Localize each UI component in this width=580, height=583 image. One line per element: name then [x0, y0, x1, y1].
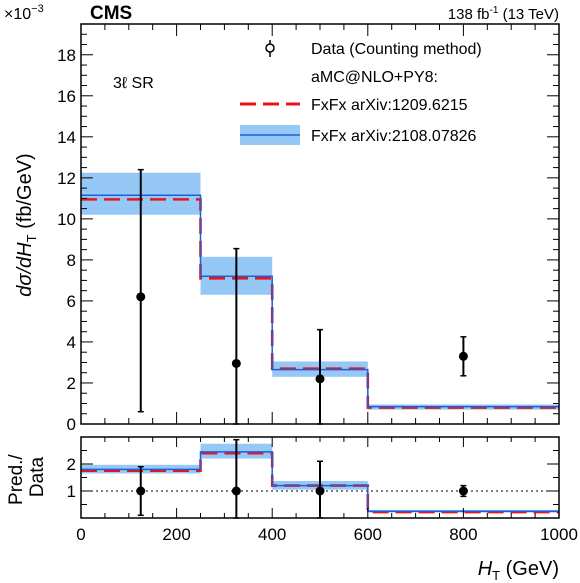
ratio-y-label-line1: Pred./	[6, 454, 27, 505]
data-point	[136, 486, 146, 496]
y-tick-label: 6	[67, 292, 76, 311]
x-axis-label: HT (GeV)	[478, 558, 559, 583]
ratio-frame	[80, 436, 560, 519]
ratio-data-points	[136, 438, 468, 519]
data-point	[458, 351, 468, 361]
main-panel: 0 2 4 6 8 10 12 14 16 18 3ℓ SR	[57, 23, 560, 434]
legend-data-marker	[265, 40, 275, 57]
y-label-prefix: dσ/d	[14, 256, 36, 297]
y-tick-label: 2	[67, 374, 76, 393]
y-tick-label: 4	[67, 333, 76, 352]
y-label-variable: H	[14, 242, 36, 257]
y-tick-label: 12	[57, 169, 76, 188]
data-point	[136, 292, 146, 302]
y-tick-label: 10	[57, 210, 76, 229]
y-tick-label: 8	[67, 251, 76, 270]
data-point	[458, 486, 468, 496]
data-point	[315, 486, 325, 496]
x-tick-label: 200	[162, 525, 190, 544]
ratio-y-label-line2: Data	[27, 457, 48, 498]
experiment-label: CMS	[90, 3, 132, 24]
x-label-variable: H	[478, 558, 493, 580]
y-tick-label: 1	[67, 482, 76, 501]
main-frame	[80, 23, 560, 425]
exponent-label: ×10−3	[4, 3, 44, 23]
y-tick-label: 14	[57, 128, 76, 147]
ratio-prediction-lines	[81, 451, 559, 514]
x-tick-label: 400	[258, 525, 286, 544]
ratio-y-axis-label: Pred./ Data	[6, 449, 48, 505]
data-point	[231, 358, 241, 368]
y-tick-label: 2	[67, 455, 76, 474]
y-tick-label: 0	[67, 415, 76, 434]
legend-generator-header: aMC@NLO+PY8:	[311, 69, 438, 86]
x-tick-label: 800	[449, 525, 477, 544]
exponent-base: ×10	[4, 6, 31, 23]
x-tick-label: 1000	[540, 525, 578, 544]
legend-data-label: Data (Counting method)	[311, 41, 482, 58]
main-prediction-lines	[81, 194, 559, 409]
y-label-unit: (fb/GeV)	[14, 153, 36, 234]
fxfx-new-step-line	[81, 451, 559, 512]
data-point	[231, 486, 241, 496]
x-label-unit: (GeV)	[500, 558, 559, 580]
y-tick-label: 18	[57, 46, 76, 65]
x-tick-label: 0	[76, 525, 85, 544]
x-label-subscript: T	[492, 568, 500, 583]
exponent-power: −3	[31, 3, 44, 15]
lumi-exponent: -1	[490, 5, 499, 16]
region-label: 3ℓ SR	[113, 75, 154, 92]
ratio-panel: 1 2 0 200 400 600 800 1000	[67, 436, 578, 544]
y-label-subscript: T	[24, 234, 39, 242]
lumi-energy: (13 TeV)	[498, 6, 559, 23]
legend-fxfx-new-label: FxFx arXiv:2108.07826	[311, 128, 477, 145]
lumi-value: 138 fb	[448, 6, 490, 23]
fxfx-new-step-line	[81, 194, 559, 408]
y-tick-label: 16	[57, 87, 76, 106]
main-data-points	[136, 168, 468, 425]
x-tick-label: 600	[354, 525, 382, 544]
main-y-axis-label: dσ/dHT (fb/GeV)	[14, 153, 39, 296]
data-point	[315, 374, 325, 384]
legend-fxfx-old-label: FxFx arXiv:1209.6215	[311, 97, 468, 114]
luminosity-label: 138 fb-1 (13 TeV)	[448, 5, 559, 23]
legend: Data (Counting method) aMC@NLO+PY8: FxFx…	[240, 40, 482, 145]
